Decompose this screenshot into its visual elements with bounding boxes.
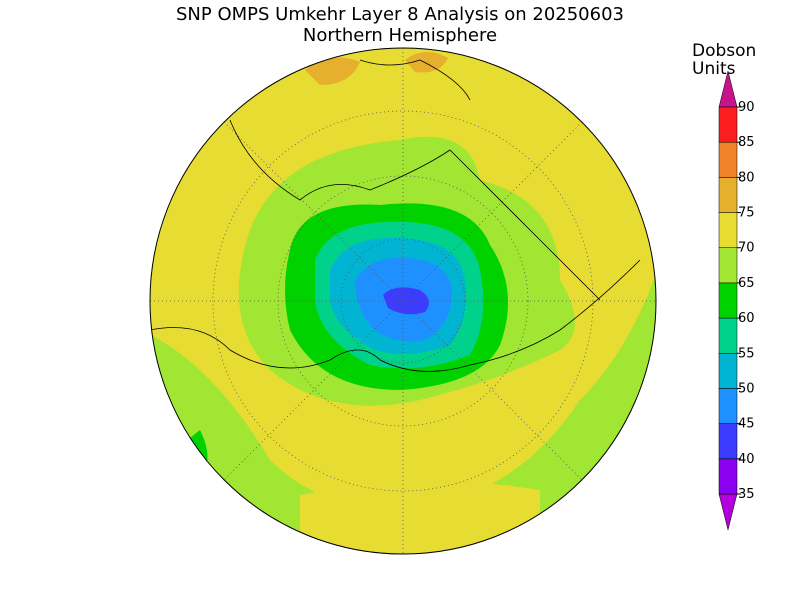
colorbar-tick-label: 35: [738, 487, 755, 502]
colorbar-tick-label: 50: [738, 381, 755, 396]
map-border: [149, 47, 657, 555]
colorbar-title: Dobson: [692, 41, 756, 61]
colorbar-tick-label: 75: [738, 206, 755, 221]
colorbar-band: [718, 388, 738, 424]
colorbar-band: [718, 212, 738, 248]
colorbar: 35 40 45 50 55 60 65 70 75 80 85 90: [718, 70, 755, 531]
colorbar-band: [718, 282, 738, 319]
map: [150, 48, 656, 554]
colorbar-band: [718, 141, 738, 178]
colorbar-tick-label: 60: [738, 311, 755, 326]
colorbar-tick-label: 65: [738, 276, 755, 291]
colorbar-tick-label: 70: [738, 241, 755, 256]
colorbar-band: [718, 423, 738, 460]
colorbar-tick-label: 90: [738, 100, 755, 115]
colorbar-band: [718, 106, 738, 143]
colorbar-low: [718, 493, 738, 531]
subtitle: Northern Hemisphere: [303, 25, 497, 46]
colorbar-band: [718, 247, 738, 284]
colorbar-tick-label: 40: [738, 452, 755, 467]
title: SNP OMPS Umkehr Layer 8 Analysis on 2025…: [176, 4, 624, 25]
colorbar-tick-label: 45: [738, 417, 755, 432]
colorbar-tick-label: 85: [738, 135, 755, 150]
colorbar-band: [718, 458, 738, 495]
colorbar-title: Units: [692, 59, 736, 79]
colorbar-band: [718, 353, 738, 389]
colorbar-tick-label: 55: [738, 346, 755, 361]
colorbar-band: [718, 177, 738, 213]
colorbar-tick-label: 80: [738, 170, 755, 185]
colorbar-band: [718, 317, 738, 354]
